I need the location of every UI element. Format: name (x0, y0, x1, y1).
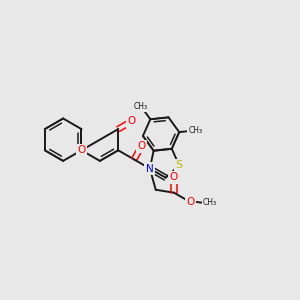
Text: N: N (146, 164, 154, 173)
Text: O: O (170, 172, 178, 182)
Text: S: S (176, 160, 183, 170)
Text: N: N (146, 164, 154, 173)
Text: O: O (77, 145, 86, 155)
Text: CH₃: CH₃ (188, 126, 203, 135)
Text: O: O (138, 141, 146, 151)
Text: CH₃: CH₃ (203, 199, 217, 208)
Text: O: O (187, 196, 195, 206)
Text: CH₃: CH₃ (134, 102, 148, 111)
Text: O: O (128, 116, 136, 126)
